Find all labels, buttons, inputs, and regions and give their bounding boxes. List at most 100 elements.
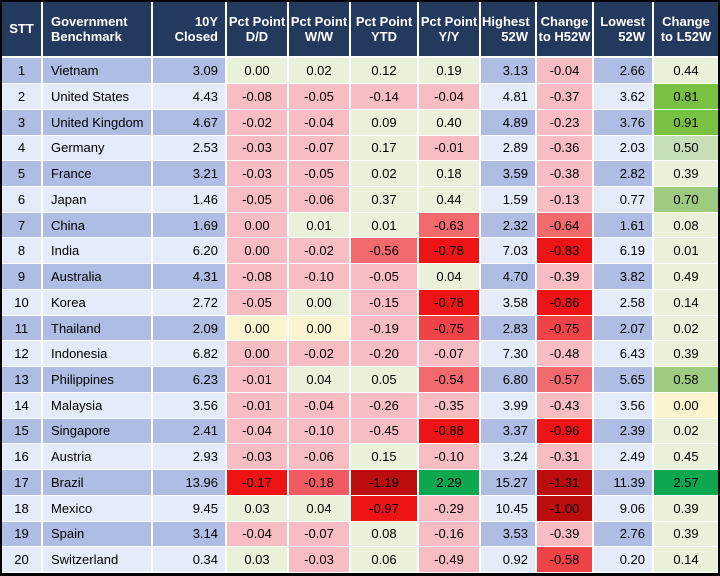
cell-dd: -0.03 xyxy=(226,135,289,162)
cell-ww: -0.06 xyxy=(288,443,351,471)
header-row: STT Government Benchmark 10Y Closed Pct Poi… xyxy=(2,2,718,58)
cell-stt: 8 xyxy=(2,237,43,265)
cell-closed: 2.09 xyxy=(152,315,227,342)
cell-high: 7.03 xyxy=(480,237,537,265)
cell-low: 2.03 xyxy=(593,135,654,162)
cell-ytd: 0.12 xyxy=(350,57,419,85)
cell-dd: 0.00 xyxy=(226,315,289,342)
cell-low: 2.66 xyxy=(593,57,654,85)
cell-chg_h: -0.39 xyxy=(536,263,594,290)
cell-stt: 10 xyxy=(2,289,43,316)
cell-yy: -0.29 xyxy=(418,495,481,522)
cell-ww: -0.07 xyxy=(288,135,351,162)
cell-ytd: -0.14 xyxy=(350,83,419,110)
cell-stt: 11 xyxy=(2,315,43,342)
cell-yy: -0.07 xyxy=(418,340,481,368)
table-row: 7 China 1.69 0.00 0.01 0.01 -0.63 2.32 -0.64 1.61… xyxy=(2,212,718,239)
cell-high: 2.89 xyxy=(480,135,537,162)
cell-chg_l: 0.44 xyxy=(653,57,718,85)
cell-benchmark: Singapore xyxy=(42,418,153,445)
cell-chg_l: 0.02 xyxy=(653,418,718,445)
cell-yy: -0.16 xyxy=(418,521,481,548)
cell-chg_h: -0.58 xyxy=(536,546,594,573)
cell-stt: 5 xyxy=(2,160,43,187)
cell-dd: -0.03 xyxy=(226,443,289,471)
cell-stt: 3 xyxy=(2,109,43,136)
cell-benchmark: Brazil xyxy=(42,469,153,496)
cell-yy: 0.19 xyxy=(418,57,481,85)
cell-low: 3.62 xyxy=(593,83,654,110)
cell-ytd: 0.09 xyxy=(350,109,419,136)
cell-ytd: -0.26 xyxy=(350,392,419,419)
cell-benchmark: Australia xyxy=(42,263,153,290)
cell-stt: 7 xyxy=(2,212,43,239)
cell-ytd: -1.19 xyxy=(350,469,419,496)
cell-closed: 2.72 xyxy=(152,289,227,316)
column-header-high: Highest 52W xyxy=(480,2,537,58)
cell-ww: 0.01 xyxy=(288,212,351,239)
cell-yy: 0.18 xyxy=(418,160,481,187)
cell-high: 3.59 xyxy=(480,160,537,187)
table-row: 3 United Kingdom 4.67 -0.02 -0.04 0.09 0.40 4.8… xyxy=(2,109,718,136)
cell-yy: -0.04 xyxy=(418,83,481,110)
cell-dd: -0.05 xyxy=(226,289,289,316)
cell-ww: -0.10 xyxy=(288,418,351,445)
cell-chg_l: 0.39 xyxy=(653,521,718,548)
cell-chg_h: -1.31 xyxy=(536,469,594,496)
cell-chg_h: -0.23 xyxy=(536,109,594,136)
table-row: 13 Philippines 6.23 -0.01 0.04 0.05 -0.54 6.80-… xyxy=(2,366,718,393)
cell-ytd: 0.06 xyxy=(350,546,419,573)
cell-stt: 16 xyxy=(2,443,43,471)
cell-closed: 4.31 xyxy=(152,263,227,290)
table-row: 2 United States 4.43 -0.08 -0.05 -0.14 -0.04 4.… xyxy=(2,83,718,110)
cell-low: 2.39 xyxy=(593,418,654,445)
cell-benchmark: Vietnam xyxy=(42,57,153,85)
cell-dd: -0.02 xyxy=(226,109,289,136)
cell-closed: 3.56 xyxy=(152,392,227,419)
cell-chg_h: -0.48 xyxy=(536,340,594,368)
column-header-low: Lowest 52W xyxy=(593,2,654,58)
column-header-dd: Pct Point D/D xyxy=(226,2,289,58)
cell-ytd: -0.19 xyxy=(350,315,419,342)
cell-stt: 14 xyxy=(2,392,43,419)
cell-chg_h: -0.75 xyxy=(536,315,594,342)
cell-dd: -0.01 xyxy=(226,392,289,419)
cell-yy: -0.01 xyxy=(418,135,481,162)
cell-ytd: 0.15 xyxy=(350,443,419,471)
column-header-ytd: Pct Point YTD xyxy=(350,2,419,58)
cell-stt: 19 xyxy=(2,521,43,548)
cell-benchmark: Korea xyxy=(42,289,153,316)
cell-ww: -0.10 xyxy=(288,263,351,290)
table-header: STT Government Benchmark 10Y Closed Pct Poi… xyxy=(2,2,718,58)
cell-dd: -0.04 xyxy=(226,418,289,445)
cell-chg_h: -0.38 xyxy=(536,160,594,187)
table-body: 1 Vietnam 3.09 0.00 0.02 0.12 0.19 3.13 -0.04 2.6… xyxy=(2,57,718,573)
cell-ww: -0.02 xyxy=(288,237,351,265)
column-header-yy: Pct Point Y/Y xyxy=(418,2,481,58)
cell-yy: 2.29 xyxy=(418,469,481,496)
cell-chg_l: 0.02 xyxy=(653,315,718,342)
cell-closed: 4.67 xyxy=(152,109,227,136)
cell-high: 2.83 xyxy=(480,315,537,342)
cell-chg_h: -0.96 xyxy=(536,418,594,445)
cell-high: 4.89 xyxy=(480,109,537,136)
table-row: 5 France 3.21 -0.03 -0.05 0.02 0.18 3.59 -0.38 2.… xyxy=(2,160,718,187)
cell-high: 0.92 xyxy=(480,546,537,573)
column-header-stt: STT xyxy=(2,2,43,58)
cell-ytd: -0.56 xyxy=(350,237,419,265)
cell-low: 3.76 xyxy=(593,109,654,136)
cell-high: 4.81 xyxy=(480,83,537,110)
cell-benchmark: Philippines xyxy=(42,366,153,393)
table-row: 4 Germany 2.53 -0.03 -0.07 0.17 -0.01 2.89 -0.36… xyxy=(2,135,718,162)
cell-dd: 0.03 xyxy=(226,495,289,522)
cell-high: 3.53 xyxy=(480,521,537,548)
cell-ww: -0.06 xyxy=(288,186,351,213)
cell-stt: 13 xyxy=(2,366,43,393)
cell-ww: -0.07 xyxy=(288,521,351,548)
cell-stt: 20 xyxy=(2,546,43,573)
cell-ww: 0.00 xyxy=(288,289,351,316)
table-row: 18 Mexico 9.45 0.03 0.04 -0.97 -0.29 10.45 -1.00… xyxy=(2,495,718,522)
cell-chg_h: -0.86 xyxy=(536,289,594,316)
cell-chg_l: 0.08 xyxy=(653,212,718,239)
table-row: 1 Vietnam 3.09 0.00 0.02 0.12 0.19 3.13 -0.04 2.6… xyxy=(2,57,718,85)
